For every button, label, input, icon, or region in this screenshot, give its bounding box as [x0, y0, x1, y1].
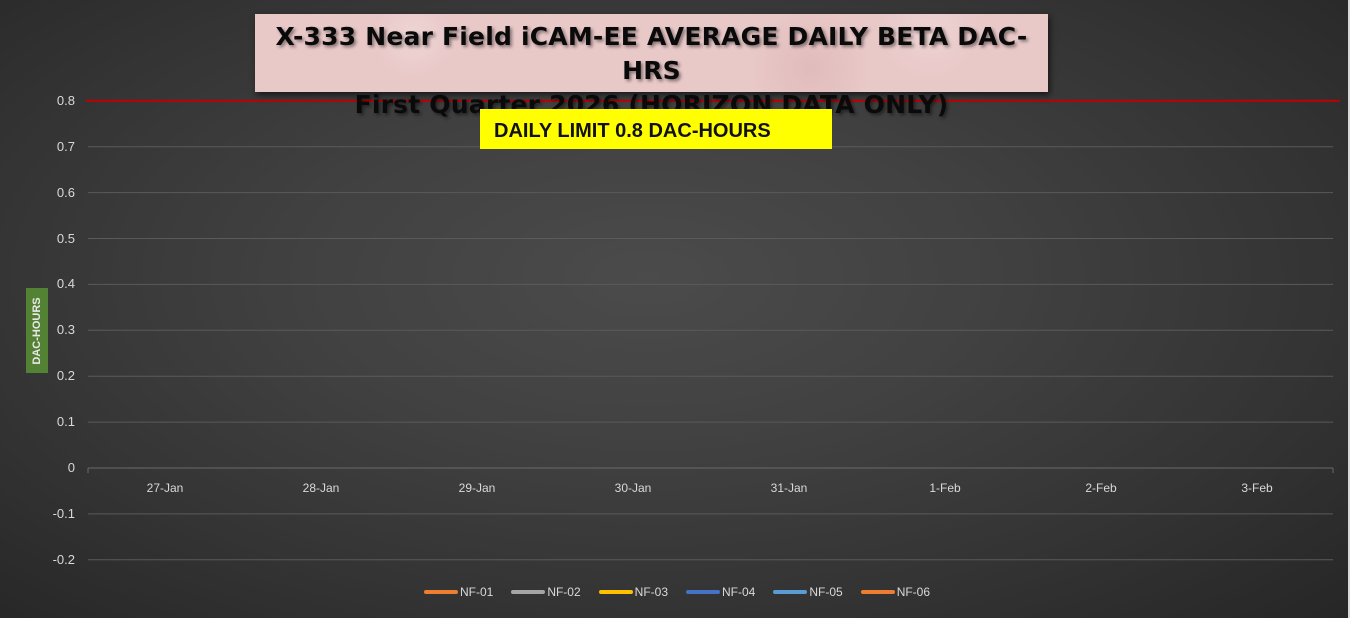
- legend-label: NF-01: [459, 585, 494, 599]
- legend: NF-01 NF-02 NF-03 NF-04 NF-05 NF-06: [0, 585, 1348, 599]
- y-tick-label: 0.6: [56, 184, 75, 200]
- gridlines: [87, 146, 1334, 561]
- chart-title: X-333 Near Field iCAM-EE AVERAGE DAILY B…: [255, 14, 1048, 119]
- legend-label: NF-05: [809, 585, 843, 599]
- legend-swatch-icon: [423, 590, 458, 594]
- legend-item-nf-01: NF-01: [423, 585, 494, 599]
- y-tick-label: 0: [67, 460, 75, 475]
- x-tick-label: 28-Jan: [302, 481, 340, 495]
- y-tick-label: 0.7: [56, 138, 75, 154]
- legend-item-nf-03: NF-03: [598, 585, 668, 599]
- y-tick-label: -0.2: [52, 551, 75, 567]
- legend-item-nf-02: NF-02: [511, 585, 581, 599]
- legend-swatch-icon: [686, 590, 720, 594]
- y-tick-label: 0.8: [56, 92, 75, 108]
- legend-item-nf-06: NF-06: [860, 585, 931, 599]
- legend-swatch-icon: [860, 590, 895, 594]
- legend-swatch-icon: [598, 590, 633, 594]
- legend-label: NF-02: [547, 585, 581, 599]
- x-tick-label: 29-Jan: [458, 481, 496, 495]
- y-tick-label: 0.3: [56, 322, 75, 338]
- y-tick-label: 0.1: [56, 414, 75, 430]
- title-line-1: X-333 Near Field iCAM-EE AVERAGE DAILY B…: [275, 22, 1028, 85]
- y-tick-label: -0.1: [52, 505, 75, 521]
- legend-item-nf-04: NF-04: [686, 585, 755, 599]
- legend-label: NF-04: [722, 585, 756, 599]
- daily-limit-label: DAILY LIMIT 0.8 DAC-HOURS: [480, 109, 832, 149]
- y-axis-title-text: DAC-HOURS: [31, 296, 43, 365]
- x-tick-label: 30-Jan: [614, 481, 652, 495]
- legend-label: NF-06: [896, 585, 931, 599]
- x-tick-label: 27-Jan: [146, 481, 184, 495]
- x-tick-label: 3-Feb: [1241, 481, 1273, 495]
- y-tick-label: 0.5: [56, 230, 75, 246]
- y-tick-label: 0.2: [56, 368, 75, 384]
- x-tick-label: 31-Jan: [770, 481, 808, 495]
- x-tick-label: 2-Feb: [1085, 481, 1117, 495]
- legend-swatch-icon: [773, 590, 808, 594]
- legend-label: NF-03: [634, 585, 668, 599]
- legend-swatch-icon: [511, 590, 546, 594]
- x-tick-label: 1-Feb: [929, 481, 961, 495]
- y-axis-title: DAC-HOURS: [26, 288, 48, 373]
- legend-item-nf-05: NF-05: [773, 585, 843, 599]
- y-tick-label: 0.4: [56, 276, 75, 292]
